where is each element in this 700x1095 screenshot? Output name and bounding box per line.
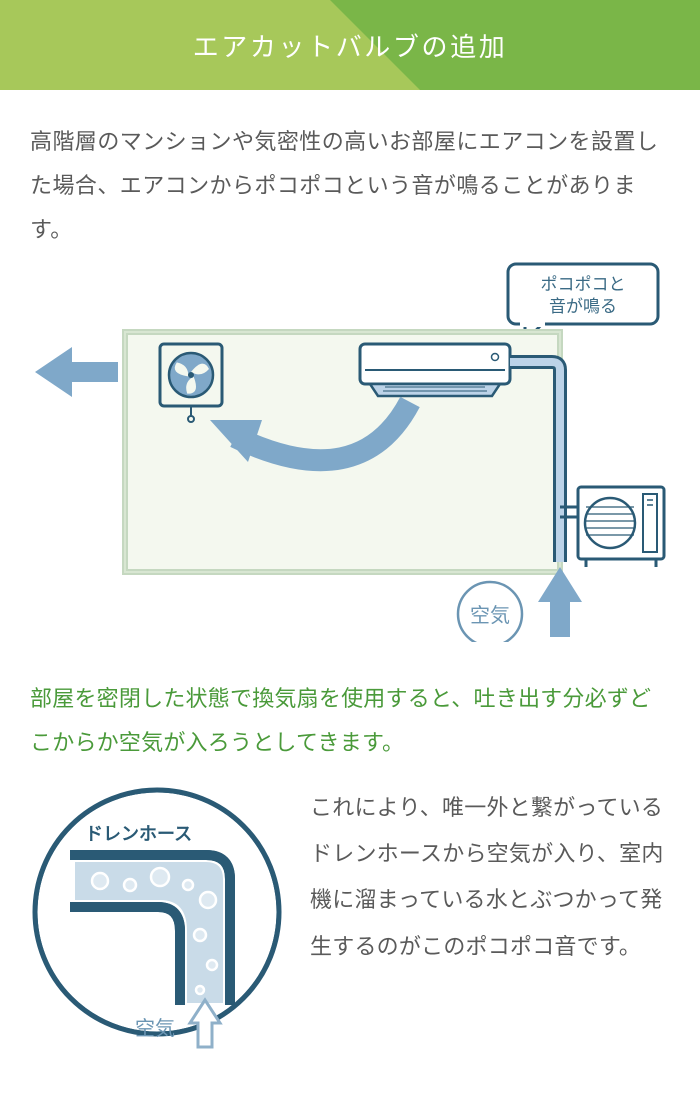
air-label-circle: 空気: [458, 582, 522, 642]
ac-indoor-unit-icon: [360, 344, 510, 396]
green-paragraph: 部屋を密閉した状態で換気扇を使用すると、吐き出す分必ずどこからか空気が入ろうとし…: [0, 657, 700, 775]
intro-text: 高階層のマンションや気密性の高いお部屋にエアコンを設置した場合、エアコンからポコ…: [30, 120, 670, 252]
air-label-2: 空気: [135, 1017, 175, 1040]
drain-hose-diagram: ドレンホース 空気: [30, 785, 285, 1065]
room-diagram: ポコポコと 音が鳴る: [0, 262, 700, 657]
exhaust-arrow-icon: [35, 347, 118, 397]
page-title: エアカットバルブの追加: [193, 27, 508, 64]
header-banner: エアカットバルブの追加: [0, 0, 700, 90]
drain-hose-label: ドレンホース: [85, 824, 192, 844]
ac-outdoor-unit-icon: [578, 487, 664, 567]
row-2: ドレンホース 空気 これにより、唯一外と繋がっているドレンホースから空気が入り、…: [0, 775, 700, 1095]
air-up-arrow-icon: [538, 567, 582, 637]
drain-hose-svg: ドレンホース 空気: [30, 785, 285, 1060]
side-paragraph: これにより、唯一外と繋がっているドレンホースから空気が入り、室内機に溜まっている…: [310, 785, 670, 970]
room-diagram-svg: ポコポコと 音が鳴る: [30, 262, 670, 642]
bubble-text-1: ポコポコと: [541, 275, 626, 294]
air-label-text: 空気: [470, 604, 510, 627]
intro-section: 高階層のマンションや気密性の高いお部屋にエアコンを設置した場合、エアコンからポコ…: [0, 90, 700, 262]
bubble-text-2: 音が鳴る: [549, 297, 617, 316]
